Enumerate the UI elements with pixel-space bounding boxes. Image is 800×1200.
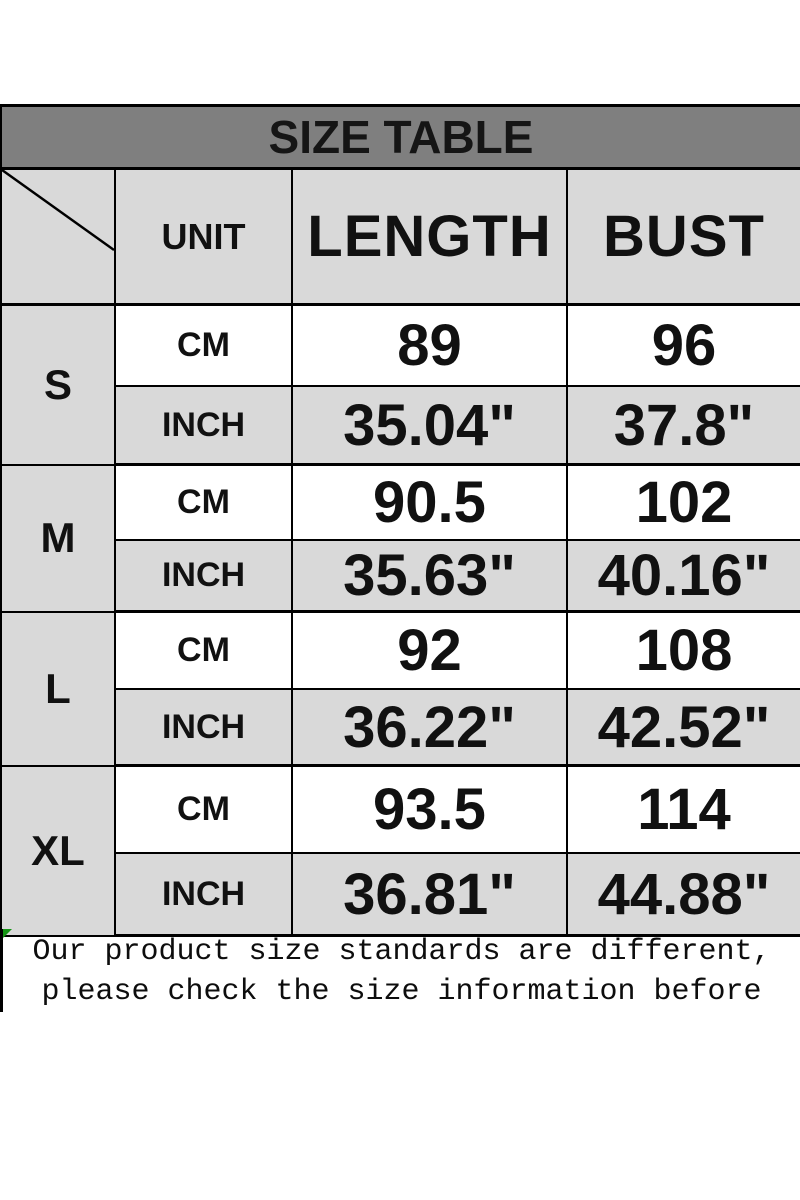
unit-cell-cm: CM: [114, 303, 293, 387]
table-row: INCH 35.04" 37.8": [1, 385, 800, 466]
bust-value-cell: 37.8": [566, 385, 800, 466]
table-row: XL CM 93.5 114: [0, 764, 800, 937]
bust-value-cell: 42.52": [566, 688, 800, 767]
table-row: S CM 89 96: [0, 303, 800, 466]
unit-cell-cm: CM: [114, 610, 293, 690]
bust-value-cell: 96: [566, 303, 800, 387]
size-label-s: S: [0, 303, 116, 466]
note-line-1: Our product size standards are different…: [32, 935, 771, 969]
length-value-cell: 35.04": [291, 385, 568, 466]
length-value-cell: 93.5: [291, 764, 568, 854]
length-value-cell: 92: [291, 610, 568, 690]
unit-cell-inch: INCH: [114, 852, 293, 937]
table-row: UNIT LENGTH BUST: [0, 167, 800, 306]
column-header-unit: UNIT: [114, 167, 293, 306]
table-row: INCH 36.81" 44.88": [1, 852, 800, 937]
bust-value-cell: 102: [566, 463, 800, 541]
length-value-cell: 36.81": [291, 852, 568, 937]
length-value-cell: 36.22": [291, 688, 568, 767]
table-row: L CM 92 108: [0, 610, 800, 767]
table-row: INCH 36.22" 42.52": [1, 688, 800, 767]
bust-value-cell: 40.16": [566, 539, 800, 613]
column-header-length: LENGTH: [291, 167, 568, 306]
size-label-l: L: [0, 610, 116, 767]
size-label-m: M: [0, 463, 116, 613]
size-table-title: SIZE TABLE: [0, 104, 800, 170]
table-row: SIZE TABLE: [0, 104, 800, 170]
unit-cell-inch: INCH: [114, 385, 293, 466]
table-row: INCH 35.63" 40.16": [1, 539, 800, 613]
length-value-cell: 89: [291, 303, 568, 387]
diagonal-line-icon: [3, 170, 113, 251]
unit-cell-cm: CM: [114, 764, 293, 854]
length-value-cell: 35.63": [291, 539, 568, 613]
size-label-xl: XL: [0, 764, 116, 937]
unit-cell-inch: INCH: [114, 688, 293, 767]
note-line-2: please check the size information before: [41, 975, 762, 1009]
diagonal-corner-cell: [0, 167, 116, 306]
unit-cell-cm: CM: [114, 463, 293, 541]
bust-value-cell: 44.88": [566, 852, 800, 937]
green-corner-marker-icon: [3, 929, 12, 938]
size-table: SIZE TABLE UNIT LENGTH BUST S CM 89 96 I…: [0, 104, 800, 937]
bust-value-cell: 114: [566, 764, 800, 854]
bust-value-cell: 108: [566, 610, 800, 690]
table-row: M CM 90.5 102: [0, 463, 800, 613]
length-value-cell: 90.5: [291, 463, 568, 541]
column-header-bust: BUST: [566, 167, 800, 306]
unit-cell-inch: INCH: [114, 539, 293, 613]
size-note: Our product size standards are different…: [0, 929, 800, 1012]
